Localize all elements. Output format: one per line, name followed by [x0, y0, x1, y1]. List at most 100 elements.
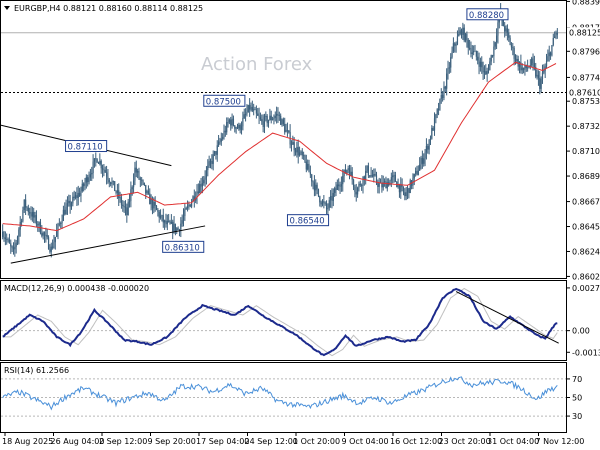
candle-body — [208, 161, 210, 166]
candle-body — [50, 246, 52, 252]
candle-body — [257, 113, 259, 116]
candle-body — [400, 184, 402, 193]
candle-body — [61, 220, 63, 224]
candle-body — [216, 145, 218, 155]
candle-body — [134, 167, 136, 181]
candle-body — [506, 28, 508, 33]
candle-body — [3, 236, 5, 238]
candle-body — [197, 191, 199, 194]
candle-body — [312, 181, 314, 183]
price-tick-label: 0.86025 — [572, 272, 600, 281]
candle-body — [66, 203, 69, 207]
candle-body — [363, 176, 365, 180]
candle-body — [41, 233, 43, 236]
candle-body — [298, 152, 301, 156]
candle-body — [181, 220, 183, 224]
candle-body — [435, 114, 437, 119]
candle-body — [137, 170, 139, 173]
candle-body — [70, 203, 73, 207]
candle-body — [228, 119, 230, 123]
candle-body — [321, 201, 324, 205]
candle-body — [464, 33, 467, 41]
candle-body — [253, 109, 255, 111]
candle-body — [153, 201, 155, 209]
macd-tick-label: 0.002735 — [572, 284, 600, 293]
candle-body — [522, 67, 525, 70]
candle-body — [92, 161, 94, 174]
candle-body — [459, 30, 461, 34]
candle-body — [12, 247, 15, 250]
candle-body — [114, 181, 116, 192]
candle-body — [96, 159, 98, 163]
candle-body — [97, 162, 100, 164]
rsi-tick-label: 70 — [572, 375, 582, 384]
candle-body — [439, 98, 441, 110]
candle-body — [207, 165, 209, 171]
candle-body — [334, 188, 336, 193]
candle-body — [244, 114, 247, 115]
candle-body — [392, 175, 394, 178]
candle-body — [103, 169, 105, 171]
candle-body — [43, 232, 46, 236]
candle-body — [164, 220, 166, 223]
candle-body — [528, 67, 530, 68]
candle-body — [497, 22, 499, 36]
annotation-label: 0.87110 — [68, 143, 103, 153]
candle-body — [80, 191, 82, 196]
candle-body — [351, 171, 353, 180]
candle-body — [458, 33, 460, 37]
candle-body — [313, 182, 316, 191]
candle-body — [347, 168, 349, 171]
candle-body — [485, 71, 487, 75]
candle-body — [89, 174, 91, 178]
candle-body — [493, 46, 495, 57]
candle-body — [204, 177, 206, 180]
candle-body — [382, 182, 384, 188]
candle-body — [339, 186, 341, 187]
candle-body — [398, 184, 401, 193]
candle-body — [251, 106, 253, 111]
candle-body — [258, 115, 260, 118]
candle-body — [448, 67, 450, 69]
candle-body — [362, 176, 364, 186]
candle-body — [72, 196, 74, 204]
candle-body — [402, 186, 405, 193]
candle-body — [297, 147, 299, 156]
candle-body — [259, 117, 262, 120]
candle-body — [227, 122, 229, 123]
candle-body — [47, 237, 50, 250]
candle-body — [127, 201, 129, 215]
candle-body — [65, 206, 67, 215]
candle-body — [416, 171, 418, 175]
candle-body — [271, 119, 274, 120]
candle-body — [525, 65, 527, 69]
candle-body — [81, 183, 83, 192]
candle-body — [385, 181, 387, 189]
candle-body — [201, 183, 204, 187]
time-tick-label: 7 Nov 12:00 — [536, 437, 585, 446]
candle-body — [437, 109, 440, 110]
candle-body — [328, 200, 330, 208]
candle-body — [254, 109, 256, 111]
candle-body — [370, 175, 372, 177]
candle-body — [211, 161, 213, 164]
candle-body — [436, 109, 438, 115]
moving-average-line — [2, 61, 557, 232]
candle-body — [487, 70, 490, 72]
candle-body — [128, 200, 131, 202]
candle-body — [327, 207, 329, 210]
candle-body — [192, 196, 194, 202]
candle-body — [325, 203, 328, 210]
candle-body — [217, 141, 220, 146]
candle-body — [389, 180, 391, 186]
candle-body — [336, 184, 338, 191]
candle-body — [188, 204, 190, 206]
macd-line — [2, 287, 558, 357]
candle-body — [495, 35, 498, 43]
candle-body — [150, 199, 152, 205]
candle-body — [145, 184, 147, 194]
candle-body — [423, 158, 425, 164]
candle-body — [10, 243, 12, 247]
candle-body — [19, 222, 21, 230]
